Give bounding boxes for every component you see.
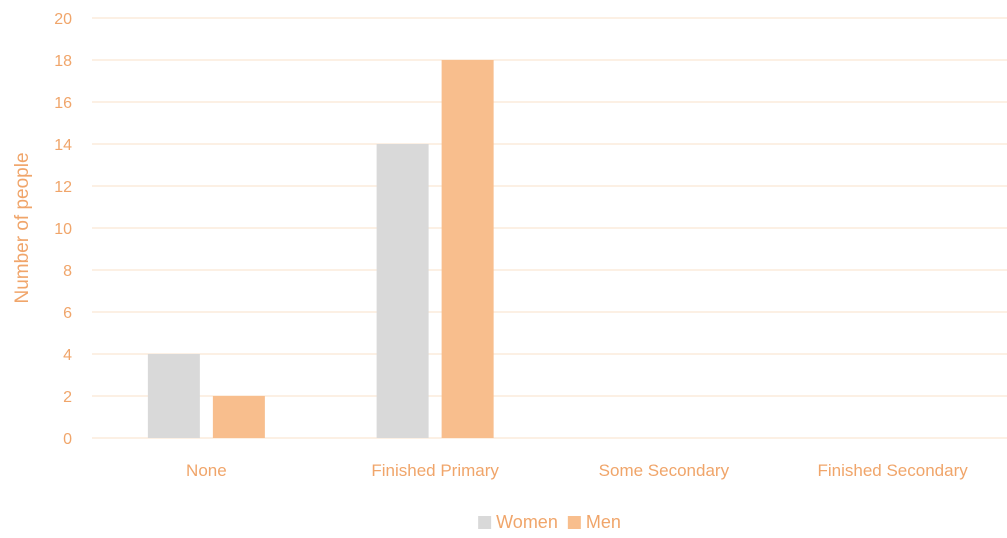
legend-item-women: Women — [478, 512, 558, 532]
x-category-label: Some Secondary — [599, 461, 730, 480]
x-category-label: Finished Secondary — [817, 461, 968, 480]
x-category-label: None — [186, 461, 227, 480]
legend-swatch — [478, 516, 492, 529]
y-axis-ticks: 0 2 4 6 8 10 12 14 16 18 20 — [54, 11, 72, 448]
y-tick-label: 18 — [54, 53, 72, 70]
bar-women-1 — [376, 144, 429, 438]
legend-label: Men — [586, 512, 621, 532]
y-tick-label: 12 — [54, 179, 72, 196]
legend: Women Men — [478, 512, 621, 532]
legend-label: Women — [496, 512, 558, 532]
y-tick-label: 6 — [63, 305, 72, 322]
gridlines — [92, 17, 1007, 439]
bars — [147, 60, 494, 438]
y-tick-label: 16 — [54, 95, 72, 112]
y-tick-label: 10 — [54, 221, 72, 238]
bar-women-0 — [147, 354, 200, 438]
x-axis-categories: None Finished Primary Some Secondary Finish… — [186, 461, 968, 480]
bar-men-0 — [212, 396, 265, 438]
y-axis-title: Number of people — [12, 152, 33, 303]
y-tick-label: 4 — [63, 347, 72, 364]
x-category-label: Finished Primary — [371, 461, 499, 480]
y-tick-label: 14 — [54, 137, 72, 154]
legend-item-men: Men — [567, 512, 621, 532]
y-tick-label: 8 — [63, 263, 72, 280]
y-tick-label: 2 — [63, 389, 72, 406]
legend-swatch — [567, 516, 581, 529]
bar-men-1 — [441, 60, 494, 438]
y-tick-label: 0 — [63, 431, 72, 448]
y-tick-label: 20 — [54, 11, 72, 28]
